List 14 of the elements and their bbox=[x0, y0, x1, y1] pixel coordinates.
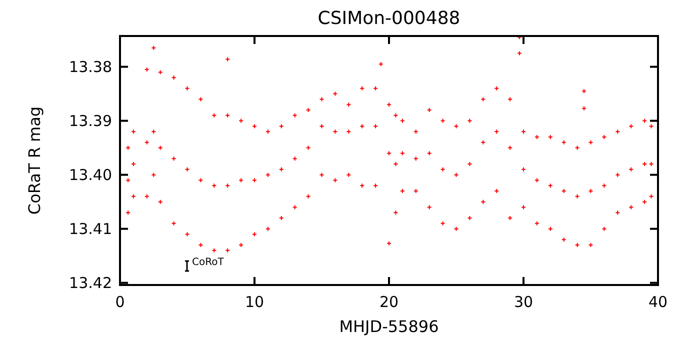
chart-title: CSIMon-000488 bbox=[318, 8, 460, 29]
x-axis-title: MHJD-55896 bbox=[339, 317, 439, 336]
annotation: CoRoT bbox=[192, 257, 225, 268]
x-tick-label: 10 bbox=[244, 293, 264, 311]
y-tick-label: 13.41 bbox=[69, 220, 112, 238]
y-tick-label: 13.40 bbox=[69, 166, 112, 184]
y-tick-label: 13.39 bbox=[69, 112, 112, 130]
x-tick-label: 0 bbox=[115, 293, 125, 311]
y-tick-label: 13.42 bbox=[69, 274, 112, 292]
y-axis-title: CoRaT R mag bbox=[25, 106, 44, 215]
x-tick-label: 20 bbox=[379, 293, 399, 311]
x-tick-label: 40 bbox=[648, 293, 668, 311]
x-tick-label: 30 bbox=[514, 293, 534, 311]
y-tick-label: 13.38 bbox=[69, 58, 112, 76]
